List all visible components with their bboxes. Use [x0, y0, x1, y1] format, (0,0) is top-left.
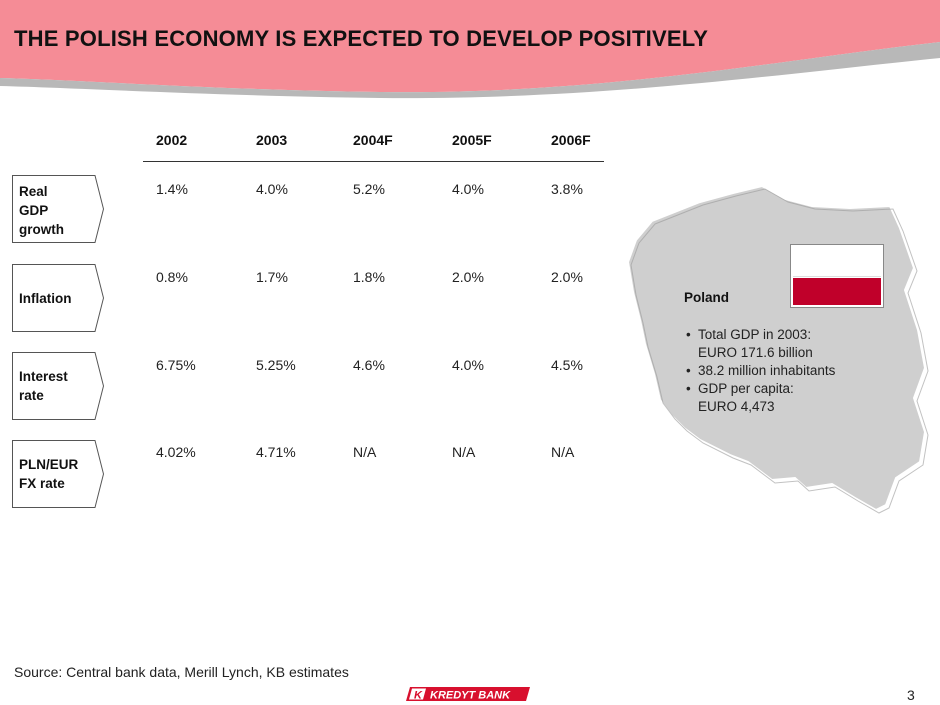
kredyt-bank-logo: K KREDYT BANK [406, 687, 530, 702]
poland-title: Poland [684, 290, 730, 305]
row-label-text: PLN/EUR FX rate [19, 455, 78, 493]
fx-2005f: N/A [452, 444, 476, 460]
fx-2006f: N/A [551, 444, 575, 460]
inflation-2005f: 2.0% [452, 269, 484, 285]
source-note: Source: Central bank data, Merill Lynch,… [14, 664, 349, 680]
row-label-interest-rate: Interest rate [12, 352, 104, 420]
fx-2002: 4.02% [156, 444, 196, 460]
interest-2005f: 4.0% [452, 357, 484, 373]
svg-text:KREDYT BANK: KREDYT BANK [430, 690, 511, 702]
year-header-2005f: 2005F [452, 132, 492, 148]
inflation-2006f: 2.0% [551, 269, 583, 285]
row-label-real-gdp-growth: Real GDP growth [12, 175, 104, 243]
label-line: PLN/EUR [19, 457, 79, 472]
label-line: Interest [19, 369, 68, 384]
poland-flag [790, 244, 884, 308]
interest-2002: 6.75% [156, 357, 196, 373]
fact-line: EURO 171.6 billion [698, 345, 813, 360]
flag-white-stripe [793, 247, 881, 277]
label-line: GDP [19, 203, 49, 218]
fact-total-gdp: Total GDP in 2003: EURO 171.6 billion [684, 326, 835, 362]
label-line: FX rate [19, 476, 65, 491]
gdp-2005f: 4.0% [452, 181, 484, 197]
gdp-2004f: 5.2% [353, 181, 385, 197]
inflation-2003: 1.7% [256, 269, 288, 285]
interest-2006f: 4.5% [551, 357, 583, 373]
page-title: THE POLISH ECONOMY IS EXPECTED TO DEVELO… [14, 26, 709, 51]
fact-inhabitants: 38.2 million inhabitants [684, 362, 835, 380]
year-header-2003: 2003 [256, 132, 288, 148]
year-header-2002: 2002 [156, 132, 188, 148]
label-line: rate [19, 388, 44, 403]
gdp-2006f: 3.8% [551, 181, 583, 197]
row-label-text: Inflation [19, 291, 72, 306]
inflation-2002: 0.8% [156, 269, 188, 285]
interest-2003: 5.25% [256, 357, 296, 373]
fact-line: GDP per capita: [698, 381, 794, 396]
header-divider [143, 161, 604, 162]
fact-line: EURO 4,473 [698, 399, 775, 414]
row-label-text: Interest rate [19, 367, 68, 405]
interest-2004f: 4.6% [353, 357, 385, 373]
poland-facts-list: Total GDP in 2003: EURO 171.6 billion 38… [684, 326, 835, 416]
fx-2004f: N/A [353, 444, 377, 460]
fact-gdp-per-capita: GDP per capita: EURO 4,473 [684, 380, 835, 416]
label-line: growth [19, 222, 64, 237]
svg-text:K: K [414, 690, 423, 702]
gdp-2003: 4.0% [256, 181, 288, 197]
inflation-2004f: 1.8% [353, 269, 385, 285]
fact-line: Total GDP in 2003: [698, 327, 812, 342]
flag-red-stripe [793, 278, 881, 305]
header-banner [0, 0, 940, 99]
row-label-inflation: Inflation [12, 264, 104, 332]
label-line: Real [19, 184, 48, 199]
page-number: 3 [907, 687, 915, 703]
fx-2003: 4.71% [256, 444, 296, 460]
row-label-text: Real GDP growth [19, 182, 64, 239]
gdp-2002: 1.4% [156, 181, 188, 197]
year-header-2004f: 2004F [353, 132, 393, 148]
row-label-fx-rate: PLN/EUR FX rate [12, 440, 104, 508]
year-header-2006f: 2006F [551, 132, 591, 148]
